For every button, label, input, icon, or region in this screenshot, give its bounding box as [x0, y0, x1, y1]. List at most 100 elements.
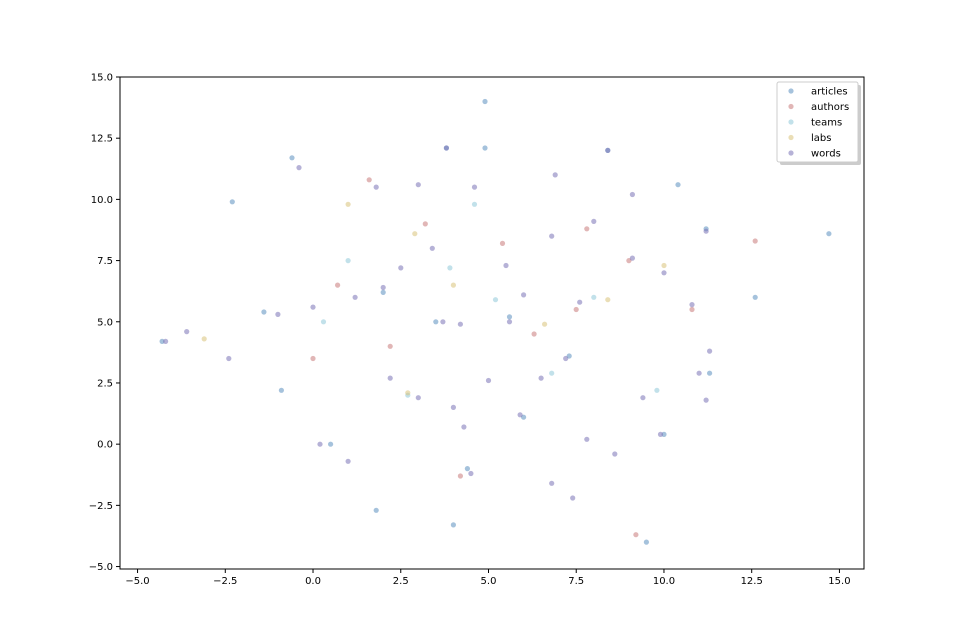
point-words-4: [310, 304, 316, 310]
point-words-37: [703, 397, 709, 403]
y-tick-label: 10.0: [91, 195, 113, 206]
point-words-29: [605, 147, 611, 153]
point-labs-3: [450, 282, 456, 288]
point-articles-22: [373, 507, 379, 513]
point-words-25: [640, 395, 646, 401]
point-words-13: [689, 302, 695, 308]
point-labs-2: [605, 297, 611, 303]
point-words-41: [317, 441, 323, 447]
point-authors-7: [457, 473, 463, 479]
point-teams-3: [549, 370, 555, 376]
point-words-30: [443, 145, 449, 151]
point-articles-0: [482, 98, 488, 105]
point-articles-8: [826, 231, 832, 237]
plot-frame: [119, 76, 865, 570]
point-words-16: [538, 375, 544, 381]
point-labs-6: [405, 390, 411, 396]
point-words-36: [629, 191, 636, 198]
point-articles-1: [289, 155, 295, 161]
point-words-42: [345, 458, 351, 464]
legend-marker-words: [788, 150, 794, 156]
point-articles-20: [450, 522, 456, 528]
point-authors-3: [584, 226, 590, 232]
point-authors-9: [387, 343, 393, 349]
legend-label-labs: labs: [811, 133, 831, 144]
y-tick-label: 7.5: [97, 256, 113, 267]
point-words-15: [563, 355, 569, 362]
point-words-28: [703, 228, 709, 234]
point-teams-8: [320, 319, 327, 325]
y-tick-label: 15.0: [91, 73, 113, 84]
legend-marker-teams: [788, 119, 794, 125]
point-words-5: [275, 311, 281, 317]
point-words-32: [373, 184, 379, 190]
point-articles-4: [482, 145, 488, 151]
point-words-38: [468, 470, 474, 477]
y-axis: −5.0 −2.5 0.0 2.5 5.0 7.5 10.0 12.5 15.0: [89, 73, 120, 573]
point-authors-12: [310, 355, 316, 362]
point-teams-5: [654, 387, 660, 393]
x-tick-label: 0.0: [305, 576, 321, 587]
point-authors-8: [752, 238, 758, 244]
point-articles-19: [464, 466, 470, 472]
x-tick-label: −5.0: [125, 576, 149, 587]
point-articles-9: [752, 294, 758, 300]
x-tick-label: 2.5: [393, 576, 409, 587]
point-words-31: [296, 165, 302, 171]
point-articles-17: [707, 370, 713, 376]
y-tick-label: 2.5: [97, 378, 113, 389]
point-words-39: [549, 480, 555, 486]
point-words-10: [591, 218, 597, 224]
point-words-40: [570, 495, 576, 501]
point-words-48: [398, 265, 404, 271]
point-teams-2: [591, 294, 597, 300]
point-words-26: [696, 370, 702, 376]
point-words-43: [226, 355, 232, 362]
point-articles-11: [506, 314, 513, 320]
point-words-35: [552, 172, 558, 178]
x-tick-label: 12.5: [741, 576, 763, 587]
point-words-45: [506, 319, 513, 325]
y-tick-label: 12.5: [91, 134, 113, 145]
point-articles-6: [675, 182, 681, 188]
point-words-21: [517, 412, 523, 418]
point-labs-4: [345, 201, 351, 207]
point-words-7: [163, 338, 169, 344]
legend-frame: [776, 81, 859, 163]
point-words-8: [503, 262, 509, 269]
point-labs-5: [542, 321, 548, 327]
point-words-11: [629, 255, 636, 261]
point-words-34: [471, 184, 478, 190]
point-words-0: [440, 319, 446, 325]
point-words-9: [549, 233, 555, 239]
point-words-33: [415, 182, 421, 188]
point-authors-11: [573, 306, 579, 313]
point-words-47: [429, 245, 435, 251]
x-tick-label: 10.0: [653, 576, 675, 587]
point-articles-13: [261, 309, 267, 315]
point-words-3: [352, 294, 358, 300]
y-tick-label: 0.0: [97, 440, 113, 451]
x-axis: −5.0 −2.5 0.0 2.5 5.0 7.5 10.0 12.5 15.0: [125, 569, 851, 587]
point-teams-7: [447, 265, 453, 271]
point-words-19: [415, 395, 421, 401]
point-labs-1: [412, 231, 418, 237]
point-authors-6: [633, 532, 639, 538]
x-tick-label: 7.5: [568, 576, 584, 587]
point-articles-10: [433, 319, 439, 325]
legend-label-words: words: [811, 149, 841, 160]
point-words-46: [521, 292, 527, 298]
point-words-12: [661, 270, 667, 276]
point-authors-4: [689, 306, 695, 313]
point-words-6: [184, 329, 190, 335]
y-tick-label: 5.0: [97, 317, 113, 328]
point-teams-0: [345, 258, 351, 264]
point-words-2: [380, 284, 386, 291]
point-words-18: [450, 404, 456, 410]
point-articles-12: [380, 289, 386, 295]
y-tick-label: −2.5: [89, 501, 113, 512]
point-articles-23: [328, 441, 334, 447]
point-labs-7: [661, 262, 667, 269]
x-tick-label: 15.0: [828, 576, 850, 587]
point-words-44: [387, 375, 393, 381]
